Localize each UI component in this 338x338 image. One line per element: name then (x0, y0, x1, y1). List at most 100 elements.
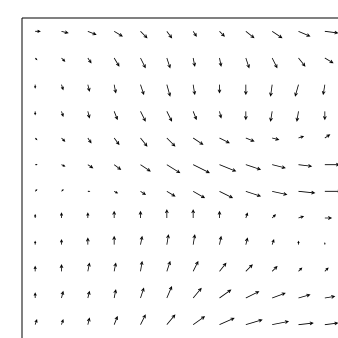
arrow (298, 293, 311, 299)
arrow (140, 84, 145, 96)
arrow (166, 84, 172, 97)
arrow (271, 31, 283, 39)
arrow (86, 84, 91, 92)
arrow (271, 57, 278, 69)
arrow (219, 164, 237, 172)
arrow (166, 260, 171, 272)
arrow (298, 57, 306, 67)
arrow (271, 214, 276, 219)
arrow (298, 135, 305, 139)
arrow (33, 292, 37, 298)
arrow (140, 314, 146, 325)
arrow (86, 317, 91, 325)
arrow (245, 318, 263, 326)
arrow (166, 137, 176, 147)
arrow (34, 137, 38, 141)
arrow (166, 314, 176, 325)
arrow (269, 111, 273, 122)
arrow (113, 111, 119, 121)
arrow (33, 265, 37, 272)
arrow (87, 164, 94, 169)
arrow (112, 235, 117, 245)
arrow (87, 137, 92, 144)
arrow (34, 111, 37, 116)
arrow (166, 31, 173, 39)
arrow (191, 209, 196, 218)
arrow (113, 190, 119, 194)
arrow (86, 111, 91, 119)
arrow (298, 190, 316, 195)
arrow (86, 290, 91, 299)
arrow (192, 164, 210, 174)
arrow (139, 260, 144, 272)
arrow (61, 137, 66, 142)
arrow (140, 191, 147, 196)
arrow (324, 267, 329, 272)
arrow (272, 190, 288, 196)
arrow (61, 57, 66, 62)
arrow (245, 164, 262, 171)
arrow (59, 212, 64, 218)
arrow (112, 210, 117, 218)
arrow (113, 57, 120, 67)
arrow (245, 264, 253, 272)
arrow (34, 189, 38, 192)
arrow (298, 164, 313, 168)
arrow (294, 84, 299, 97)
arrow (217, 84, 222, 94)
arrow (113, 137, 120, 146)
arrow (324, 242, 326, 245)
arrow (140, 164, 151, 172)
arrow (219, 190, 234, 199)
arrow (61, 189, 64, 192)
arrow (192, 234, 197, 245)
arrow (192, 31, 197, 37)
arrow (218, 57, 223, 67)
arrow (192, 190, 206, 199)
arrow (60, 111, 64, 117)
arrow (35, 163, 38, 166)
arrow (192, 84, 197, 96)
arrow (87, 57, 92, 64)
arrow (219, 317, 235, 326)
arrow (269, 84, 273, 97)
arrow (272, 320, 290, 326)
arrow (245, 137, 255, 142)
arrow (87, 190, 91, 193)
arrow (60, 319, 64, 325)
arrow (35, 29, 41, 33)
arrow (219, 262, 227, 272)
arrow (272, 137, 280, 141)
arrow (217, 210, 222, 218)
arrow (219, 137, 230, 144)
arrow (34, 57, 38, 61)
arrow (87, 262, 91, 272)
arrow (243, 84, 248, 96)
arrow (166, 57, 171, 69)
arrow (85, 237, 90, 245)
arrow (34, 213, 37, 218)
arrow (61, 164, 66, 167)
arrow (139, 235, 144, 245)
arrow (245, 31, 255, 39)
arrow (272, 164, 286, 169)
arrow (113, 84, 118, 94)
arrow (34, 84, 37, 89)
arrow (113, 164, 122, 171)
arrow (272, 292, 286, 299)
arrow (59, 238, 64, 245)
arrow (60, 290, 65, 299)
arrow (245, 57, 250, 69)
arrow (140, 287, 145, 299)
arrow (271, 239, 275, 245)
arrow (166, 111, 173, 122)
arrow (245, 291, 260, 299)
arrow (243, 111, 248, 121)
arrow (140, 31, 148, 39)
arrow (324, 295, 336, 299)
arrow (34, 240, 37, 245)
arrow (113, 262, 118, 272)
arrow (324, 189, 338, 194)
